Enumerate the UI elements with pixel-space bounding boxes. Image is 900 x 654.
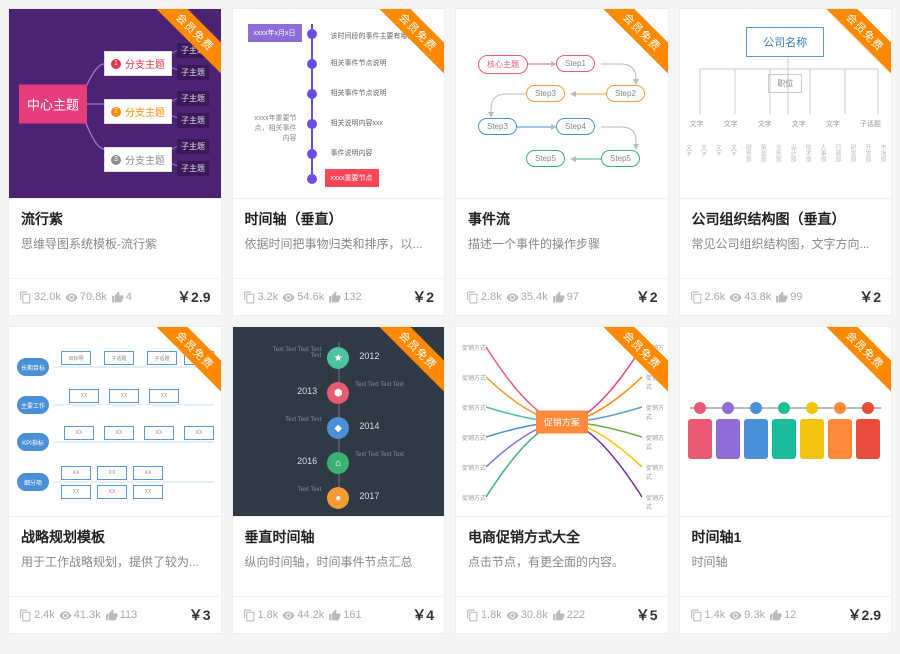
template-card[interactable]: 会员免费 ★2012Text Text Text Text Text ⬢2013… <box>232 326 446 634</box>
likes-stat: 4 <box>111 291 132 304</box>
radial-center: 促销方案 <box>536 410 588 433</box>
price: ￥4 <box>412 605 434 625</box>
template-card[interactable]: 会员免费 促销方案 促销方式促销方式促销方式促销方式促销方式促销方式促销方式促销… <box>455 326 669 634</box>
card-info: 公司组织结构图（垂直） 常见公司组织结构图，文字方向... <box>680 199 892 278</box>
stats-bar: 1.8k 30.8k 222 ￥5 <box>456 596 668 633</box>
card-desc: 依据时间把事物归类和排序，以... <box>245 235 433 252</box>
card-info: 垂直时间轴 纵向时间轴，时间事件节点汇总 <box>233 517 445 596</box>
views-stat: 41.3k <box>59 609 101 622</box>
stats-bar: 1.4k 9.3k 12 ￥2.9 <box>680 596 892 633</box>
card-desc: 描述一个事件的操作步骤 <box>468 235 656 252</box>
likes-stat: 222 <box>552 609 585 622</box>
views-stat: 9.3k <box>729 609 765 622</box>
card-title: 电商促销方式大全 <box>468 527 656 547</box>
card-desc: 常见公司组织结构图，文字方向... <box>692 235 880 252</box>
stats-bar: 2.8k 35.4k 97 ￥2 <box>456 278 668 315</box>
template-card[interactable]: 会员免费 xxxx年x月x日 该时间段的事件主要有哪些 相关事件节点说明 相关事… <box>232 8 446 316</box>
card-desc: 用于工作战略规划，提供了较为... <box>21 553 209 570</box>
mindmap-branch: 3分支主题 <box>104 147 172 172</box>
views-stat: 70.8k <box>65 291 107 304</box>
stats-bar: 2.4k 41.3k 113 ￥3 <box>9 596 221 633</box>
likes-stat: 97 <box>552 291 579 304</box>
copies-stat: 2.4k <box>19 609 55 622</box>
card-info: 电商促销方式大全 点击节点，有更全面的内容。 <box>456 517 668 596</box>
mindmap-sub: 子主题 <box>177 91 209 106</box>
views-stat: 44.2k <box>282 609 324 622</box>
org-sub: 职位 <box>768 74 802 93</box>
card-info: 事件流 描述一个事件的操作步骤 <box>456 199 668 278</box>
copies-stat: 1.4k <box>690 609 726 622</box>
stats-bar: 32.0k 70.8k 4 ￥2.9 <box>9 278 221 315</box>
card-info: 战略规划模板 用于工作战略规划，提供了较为... <box>9 517 221 596</box>
price: ￥2 <box>636 287 658 307</box>
card-info: 流行紫 思维导图系统模板-流行紫 <box>9 199 221 278</box>
org-leaves: 文字文字文字文字财务部策划部业务部设计部技术部人事部行政部研发部开发部市场部 <box>684 144 888 162</box>
card-title: 垂直时间轴 <box>245 527 433 547</box>
stats-bar: 2.6k 43.8k 99 ￥2 <box>680 278 892 315</box>
template-card[interactable]: 会员免费 核心主题 Step1 Step2 Step3 Step3 Step4 … <box>455 8 669 316</box>
card-desc: 时间轴 <box>692 553 880 570</box>
template-card[interactable]: 会员免费 时间轴1 时间轴 1.4k 9.3k 12 ￥2.9 <box>679 326 893 634</box>
likes-stat: 161 <box>328 609 361 622</box>
org-root: 公司名称 <box>746 27 824 57</box>
price: ￥2.9 <box>177 287 210 307</box>
card-title: 时间轴（垂直） <box>245 209 433 229</box>
card-desc: 思维导图系统模板-流行紫 <box>21 235 209 252</box>
template-card[interactable]: 会员免费 长期目标 主要工作 KPI指标 细分项 目标明子话题子话题子话题 XX… <box>8 326 222 634</box>
price: ￥2 <box>859 287 881 307</box>
copies-stat: 3.2k <box>243 291 279 304</box>
mindmap-sub: 子主题 <box>177 139 209 154</box>
price: ￥3 <box>189 605 211 625</box>
price: ￥5 <box>636 605 658 625</box>
likes-stat: 132 <box>328 291 361 304</box>
likes-stat: 113 <box>105 609 138 622</box>
stats-bar: 1.8k 44.2k 161 ￥4 <box>233 596 445 633</box>
mindmap-branch: 1分支主题 <box>104 51 172 76</box>
template-card[interactable]: 会员免费 公司名称 职位 文字文字文字文字文字子话题 文字文字文字文字财务部策划… <box>679 8 893 316</box>
copies-stat: 1.8k <box>243 609 279 622</box>
price: ￥2 <box>412 287 434 307</box>
mindmap-sub: 子主题 <box>177 113 209 128</box>
views-stat: 43.8k <box>729 291 771 304</box>
copies-stat: 2.8k <box>466 291 502 304</box>
views-stat: 35.4k <box>506 291 548 304</box>
mindmap-branch: 2分支主题 <box>104 99 172 124</box>
card-title: 事件流 <box>468 209 656 229</box>
copies-stat: 2.6k <box>690 291 726 304</box>
views-stat: 30.8k <box>506 609 548 622</box>
copies-stat: 1.8k <box>466 609 502 622</box>
mindmap-center: 中心主题 <box>19 84 87 123</box>
stats-bar: 3.2k 54.6k 132 ￥2 <box>233 278 445 315</box>
likes-stat: 12 <box>769 609 796 622</box>
mindmap-sub: 子主题 <box>177 65 209 80</box>
card-desc: 点击节点，有更全面的内容。 <box>468 553 656 570</box>
template-grid: 会员免费 中心主题 1分支主题 2分支主题 3分支主题 子主题 子主题 子主题 … <box>8 8 892 634</box>
card-info: 时间轴1 时间轴 <box>680 517 892 596</box>
mindmap-sub: 子主题 <box>177 161 209 176</box>
likes-stat: 99 <box>775 291 802 304</box>
card-title: 公司组织结构图（垂直） <box>692 209 880 229</box>
card-title: 战略规划模板 <box>21 527 209 547</box>
card-title: 流行紫 <box>21 209 209 229</box>
copies-stat: 32.0k <box>19 291 61 304</box>
price: ￥2.9 <box>848 605 881 625</box>
card-info: 时间轴（垂直） 依据时间把事物归类和排序，以... <box>233 199 445 278</box>
template-card[interactable]: 会员免费 中心主题 1分支主题 2分支主题 3分支主题 子主题 子主题 子主题 … <box>8 8 222 316</box>
card-desc: 纵向时间轴，时间事件节点汇总 <box>245 553 433 570</box>
org-row: 文字文字文字文字文字子话题 <box>680 119 892 129</box>
views-stat: 54.6k <box>282 291 324 304</box>
card-title: 时间轴1 <box>692 527 880 547</box>
